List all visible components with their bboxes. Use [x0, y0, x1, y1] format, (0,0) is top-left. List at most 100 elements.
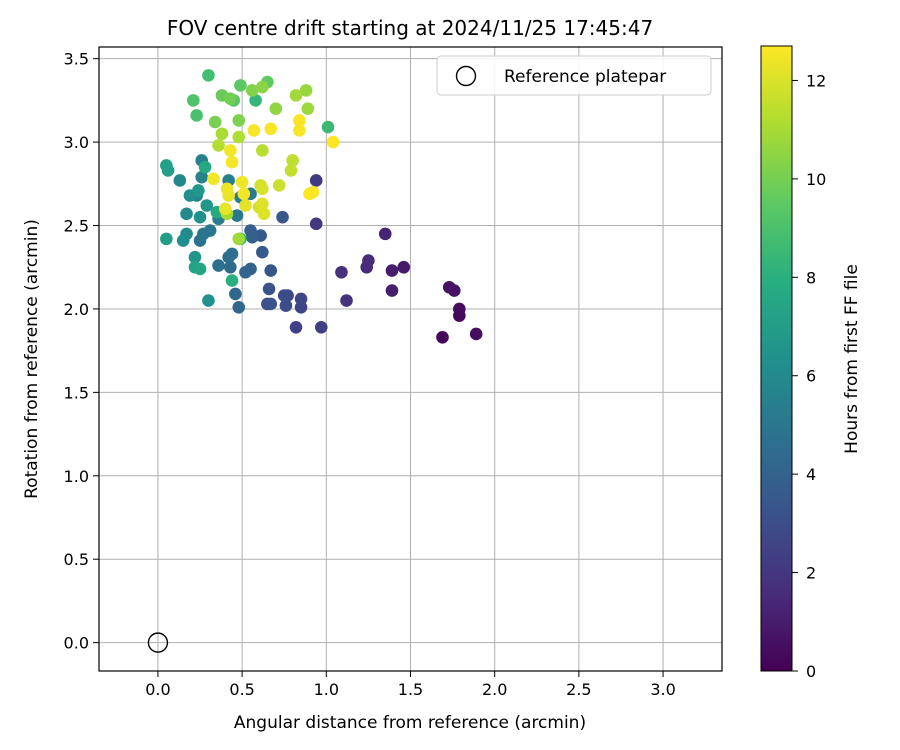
data-point — [362, 254, 375, 267]
data-point — [224, 260, 237, 274]
colorbar-tick-label: 12 — [806, 71, 826, 90]
data-point — [192, 184, 205, 197]
data-point — [176, 234, 190, 247]
data-point — [237, 187, 251, 201]
data-point — [340, 294, 353, 307]
data-point — [309, 174, 323, 187]
data-point — [256, 80, 269, 94]
data-point — [289, 89, 303, 102]
grid — [99, 47, 722, 671]
data-point — [202, 69, 215, 82]
data-point — [232, 130, 246, 144]
colorbar-tick-label: 2 — [806, 564, 816, 583]
data-point — [160, 232, 173, 246]
data-point — [436, 331, 449, 344]
data-point — [276, 210, 289, 224]
colorbar-ticks: 0 2 4 6 8 10 12 — [792, 71, 826, 681]
x-tick-label: 3.0 — [650, 680, 675, 699]
y-tick-label: 3.0 — [64, 133, 89, 152]
x-tick-label: 1.0 — [314, 680, 339, 699]
legend: Reference platepar — [436, 55, 712, 96]
data-point — [224, 92, 237, 106]
data-point — [235, 175, 249, 189]
data-point — [299, 84, 313, 97]
x-tick-label: 0.5 — [229, 680, 254, 699]
data-point — [264, 122, 278, 136]
data-point — [326, 135, 340, 149]
colorbar-tick-label: 4 — [806, 465, 816, 484]
data-point — [232, 114, 246, 127]
data-point — [224, 144, 237, 157]
data-point — [256, 197, 269, 211]
data-point — [232, 232, 246, 246]
data-point — [397, 260, 411, 274]
data-point — [469, 327, 483, 341]
data-point — [294, 292, 308, 306]
y-tick-label: 2.5 — [64, 217, 89, 236]
data-point — [293, 124, 306, 137]
data-point — [232, 300, 246, 314]
y-tick-label: 2.0 — [64, 300, 89, 319]
data-point — [207, 172, 220, 186]
data-point — [335, 265, 348, 279]
data-point — [212, 259, 225, 272]
data-point — [277, 289, 291, 302]
chart-title: FOV centre drift starting at 2024/11/25 … — [167, 16, 653, 40]
data-point — [385, 284, 399, 297]
data-point — [264, 297, 278, 311]
data-point — [239, 199, 252, 212]
colorbar-label: Hours from first FF file — [842, 264, 862, 454]
reference-marker — [147, 632, 169, 653]
data-point — [188, 250, 202, 264]
data-point — [225, 274, 239, 287]
data-point — [203, 224, 217, 237]
data-point — [190, 109, 203, 122]
data-point — [245, 230, 259, 244]
y-axis-label: Rotation from reference (arcmin) — [22, 219, 42, 499]
data-point — [230, 209, 244, 222]
x-tick-label: 1.5 — [398, 680, 423, 699]
data-point — [160, 159, 173, 172]
legend-label: Reference platepar — [504, 67, 666, 87]
x-tick-label: 2.5 — [566, 680, 591, 699]
data-point — [306, 185, 320, 199]
data-point — [173, 174, 187, 187]
colorbar-tick-label: 10 — [806, 170, 826, 189]
data-point — [321, 120, 335, 134]
data-point — [186, 94, 200, 107]
data-point — [193, 262, 207, 276]
data-point — [314, 320, 328, 334]
data-point — [269, 102, 283, 116]
x-axis-label: Angular distance from reference (arcmin) — [234, 713, 586, 733]
data-point — [262, 282, 276, 296]
data-point — [256, 144, 269, 157]
data-point — [218, 202, 232, 216]
x-ticks: 0.0 0.5 1.0 1.5 2.0 2.5 3.0 — [145, 671, 676, 699]
data-point — [453, 302, 466, 316]
data-point — [225, 247, 239, 261]
colorbar: 0 2 4 6 8 10 12 Hours from first FF file — [760, 45, 862, 681]
data-point — [212, 139, 225, 152]
data-point — [215, 127, 229, 141]
data-point — [225, 155, 239, 169]
data-point — [272, 179, 286, 192]
data-point — [284, 164, 298, 177]
y-tick-label: 3.5 — [64, 50, 89, 69]
data-point — [293, 114, 306, 127]
data-point — [256, 245, 269, 259]
data-point — [378, 227, 392, 241]
data-point — [385, 264, 399, 277]
data-point — [264, 264, 278, 277]
data-point — [239, 265, 252, 279]
data-point — [301, 102, 315, 116]
points — [160, 69, 483, 344]
colorbar-tick-label: 0 — [806, 662, 816, 681]
y-tick-label: 0.0 — [64, 634, 89, 653]
data-point — [249, 94, 262, 107]
x-tick-label: 2.0 — [482, 680, 507, 699]
data-point — [279, 299, 293, 312]
y-tick-label: 0.5 — [64, 550, 89, 569]
data-point — [229, 287, 242, 301]
y-tick-label: 1.5 — [64, 383, 89, 402]
